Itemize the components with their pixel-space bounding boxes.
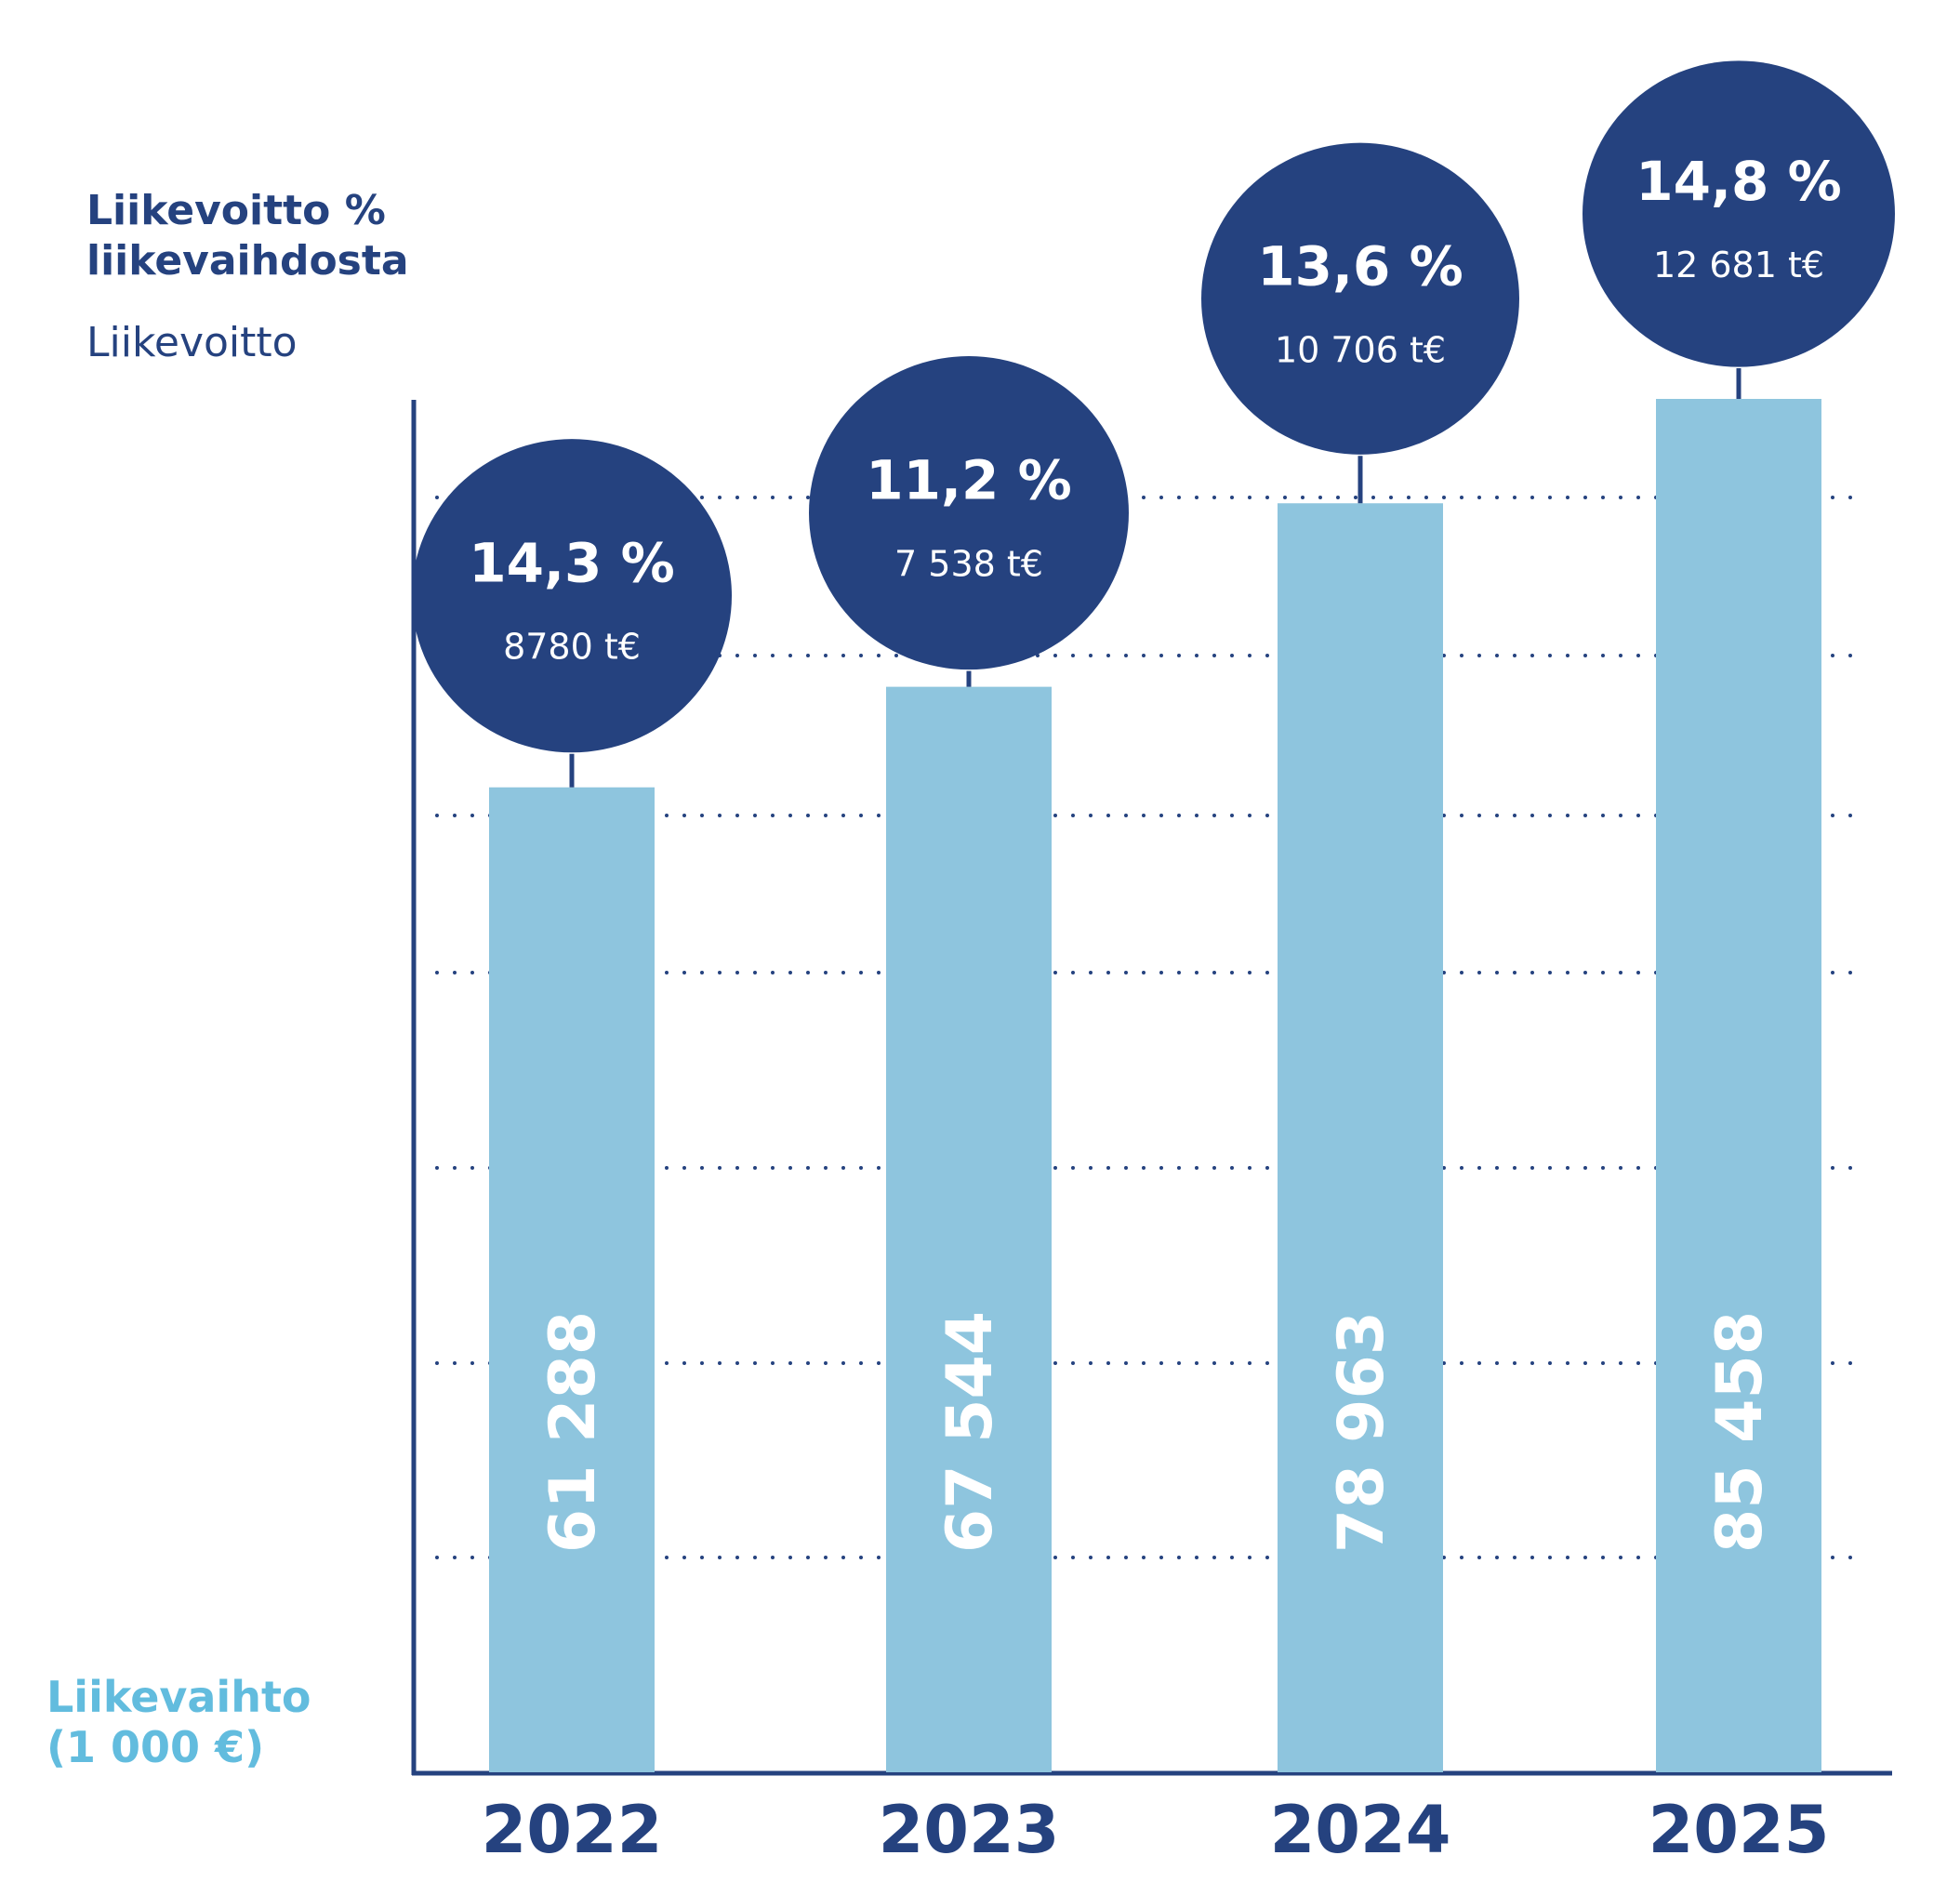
bubble-percent-label: 14,8 % bbox=[1636, 150, 1841, 213]
bar-2024 bbox=[1278, 503, 1443, 1772]
bubble-percent-label: 13,6 % bbox=[1257, 234, 1463, 298]
bubble-profit-label: 7 538 t€ bbox=[894, 544, 1043, 585]
x-tick-label: 2022 bbox=[482, 1792, 663, 1868]
y-axis-label: Liikevaihto (1 000 €) bbox=[46, 1672, 311, 1772]
legend-profit-label: Liikevoitto bbox=[86, 319, 298, 366]
bubble-profit-label: 8780 t€ bbox=[503, 627, 641, 668]
bubble-percent-label: 14,3 % bbox=[469, 532, 674, 595]
bubble-percent-label: 11,2 % bbox=[866, 449, 1071, 512]
x-tick-label: 2023 bbox=[879, 1792, 1060, 1868]
legend-percent-label: Liikevoitto % liikevaihdosta bbox=[86, 187, 409, 285]
bubble-2024 bbox=[1201, 142, 1519, 455]
bubble-profit-label: 12 681 t€ bbox=[1653, 245, 1824, 285]
bar-value-label: 61 288 bbox=[536, 1311, 610, 1553]
bar-2025 bbox=[1656, 399, 1821, 1772]
bar-value-label: 85 458 bbox=[1703, 1311, 1777, 1553]
x-tick-label: 2025 bbox=[1649, 1792, 1830, 1868]
bar-value-label: 78 963 bbox=[1325, 1311, 1398, 1553]
bubble-profit-label: 10 706 t€ bbox=[1275, 329, 1446, 370]
bar-2023 bbox=[886, 686, 1052, 1773]
bubble-2025 bbox=[1583, 60, 1895, 367]
bubble-2022 bbox=[412, 439, 732, 753]
bar-value-label: 67 544 bbox=[934, 1311, 1007, 1553]
x-tick-label: 2024 bbox=[1270, 1792, 1451, 1868]
bar-2022 bbox=[489, 787, 655, 1772]
bubble-2023 bbox=[809, 356, 1129, 670]
